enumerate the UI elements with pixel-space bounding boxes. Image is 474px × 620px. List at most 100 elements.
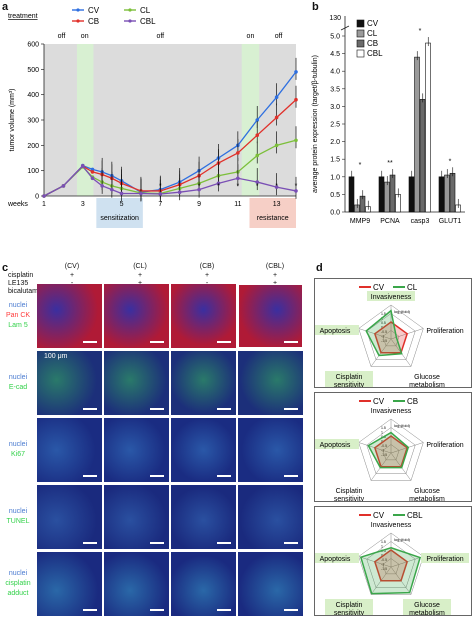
legend-swatch-CL [356, 29, 365, 38]
bar-CL-casp3 [414, 56, 420, 213]
panel-label-d: d [316, 262, 323, 274]
spoke-label: Apoptosis [320, 556, 351, 563]
y-tick-label: 5.0 [330, 34, 340, 41]
x-tick-label: 11 [234, 201, 241, 208]
y-axis-title: average protein expression (target/β-tub… [312, 55, 319, 193]
x-tick-label-MMP9: MMP9 [350, 218, 370, 225]
x-tick-label-GLUT1: GLUT1 [439, 218, 462, 225]
sensitization-label: sensitization [100, 215, 139, 222]
treatment-mark: + [135, 280, 145, 287]
point-CBL [216, 181, 221, 186]
micrograph-tile [37, 284, 102, 348]
point-CL [255, 153, 260, 158]
legend-marker-CV [76, 8, 80, 12]
point-CV [90, 167, 95, 172]
label-highlight [403, 599, 451, 617]
radar-chart: CV CLlog₂(fold)1.510.50-0.5-1-1.5Invasive… [311, 283, 464, 389]
y-tick-label: 1.5 [330, 157, 340, 164]
bar-CV-GLUT1 [438, 176, 445, 213]
scale-bar [284, 475, 298, 477]
series-line-CB [43, 99, 297, 197]
row-label-line: E-cad [8, 384, 28, 391]
micrograph-tile [104, 552, 169, 616]
radar-charts-panel: CV CL log₂(fold) 1.5 1 0.5 0 -0.5 -1 -1.5 Invasive… [311, 278, 474, 619]
point-CBL [236, 176, 240, 181]
radar-chart: CV CBL log₂(fold) 1.510.50-0.5-1-1.5 Invasiv… [311, 511, 469, 617]
legend-swatch-CBL [356, 49, 365, 58]
row-label-line: Pan CK [5, 312, 31, 319]
point-CBL [110, 187, 114, 192]
scale-bar [150, 609, 164, 611]
significance-mark: * [449, 158, 452, 165]
significance-mark: * [419, 28, 422, 35]
point-CBL [80, 164, 85, 168]
panel-label-c: c [2, 262, 9, 274]
scale-text: 100 μm [44, 353, 68, 360]
point-CV [255, 118, 260, 122]
spoke-label: metabolism [409, 610, 445, 615]
bar-CB-PCNA [389, 174, 396, 213]
bar-CB-GLUT1 [449, 172, 456, 213]
label-highlight [311, 553, 359, 563]
radar-series-CL [365, 309, 403, 357]
point-CB [294, 97, 298, 102]
y-tick-label: 3.0 [330, 104, 340, 111]
radar-chart-box: CV CB log₂(fold) 1.5 1 0.5 0 -0.5 -1 -1.5 Invasive… [311, 392, 472, 503]
point-CBL [158, 192, 163, 196]
radar-grid-ring [358, 532, 424, 595]
protein-expression-chart: 130 0.0 0.5 1.0 1.5 2.0 2.5 3.0 3.5 4.0 4.5 5.0 aver… [312, 15, 465, 225]
significance-mark: * [359, 162, 362, 169]
point-CBL [294, 189, 298, 193]
significance-mark: * [256, 183, 259, 190]
row-label-line: adduct [7, 590, 29, 597]
y-tick-label: 200 [27, 143, 39, 150]
panel-label-a: a [2, 1, 9, 13]
sensitization-box [96, 198, 143, 228]
spoke-label: Invasiveness [371, 294, 412, 301]
legend-label-CV: CV [373, 397, 385, 406]
scale-bar [217, 609, 231, 611]
spoke-label: Apoptosis [320, 328, 351, 335]
row-label-line: nuclei [8, 374, 28, 381]
spoke-label: Proliferation [426, 328, 463, 335]
legend-label-CV: CV [373, 283, 385, 292]
label-highlight [421, 553, 469, 563]
treatment-mark: + [204, 272, 210, 279]
micrograph-tile [171, 418, 236, 482]
resistance-week: 13 [273, 201, 281, 208]
on-phase-shade-1 [76, 44, 94, 196]
scale-bar [217, 408, 231, 410]
weeks-label: weeks [7, 201, 28, 208]
significance-mark: * [295, 183, 298, 190]
immunofluorescence-panel: (CV)(CL)(CB)(CBL)cisplatin++++LE135-+-+b… [0, 262, 310, 619]
resistance-label: resistance [257, 215, 289, 222]
radar-grid-ring [358, 418, 424, 481]
micrograph-tile [104, 351, 169, 415]
treatment-mark: + [69, 272, 75, 279]
row-label-line: nuclei [8, 570, 28, 577]
spoke-label: Glucose [414, 374, 440, 381]
radar-grid-ring [366, 427, 416, 474]
radar-ring-label: -1.5 [381, 567, 387, 571]
y-tick-label: 2.5 [330, 122, 340, 129]
radar-series-CB [367, 431, 410, 469]
label-highlight [325, 599, 373, 617]
bar-CL-PCNA [384, 181, 390, 213]
micrograph-tile [104, 418, 169, 482]
tumor-volume-chart: off on off on off treatment CV CB CL CBL 0 100 200 30… [7, 6, 298, 228]
x-tick-label: 3 [81, 201, 85, 208]
radar-ring-label: -1.5 [381, 339, 387, 343]
radar-ring-label: -1 [381, 449, 384, 453]
radar-ring-label: -0.5 [381, 558, 387, 562]
radar-grid-ring [382, 330, 400, 347]
row-label: nuclei cisplatin adduct [0, 569, 36, 599]
radar-ring-label: 1 [381, 545, 383, 549]
row-label-line: TUNEL [6, 518, 30, 525]
legend-swatch-CV [356, 19, 365, 28]
x-tick-label-casp3: casp3 [411, 218, 430, 225]
radar-ring-label: 1.5 [381, 312, 386, 316]
point-CB [274, 115, 279, 120]
treatment-name: bicalutamide [8, 288, 48, 295]
radar-chart-box: CV CBL log₂(fold) 1.5 1 0.5 0 -0.5 -1 -1.5 Invasiv… [311, 506, 472, 617]
row-label-line: Ki67 [10, 451, 25, 458]
